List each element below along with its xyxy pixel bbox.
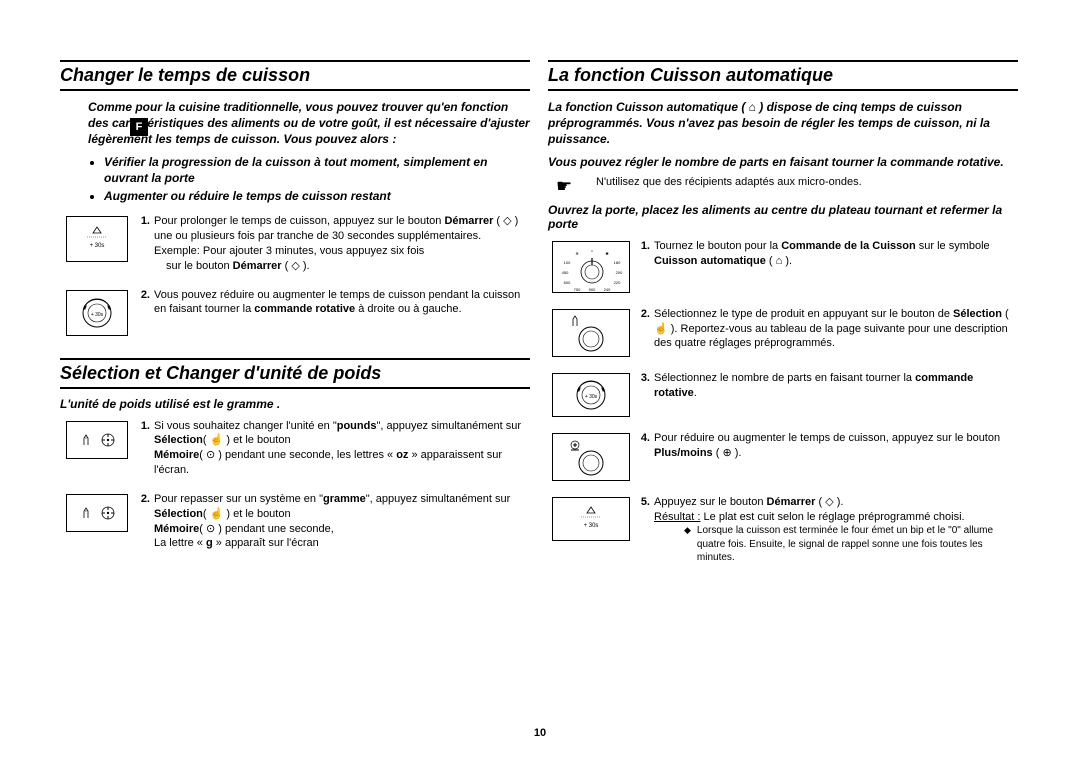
step-row: 2. Sélectionnez le type de produit en ap… [548,307,1018,357]
step-text: Pour prolonger le temps de cuisson, appu… [154,214,530,273]
note-text: N'utilisez que des récipients adaptés au… [596,176,862,188]
step-text: Sélectionnez le type de produit en appuy… [654,307,1018,352]
step-number: 3. [634,371,654,386]
step-icon: + 30s [60,214,134,262]
step-number: 2. [134,492,154,507]
step-number: 4. [634,431,654,446]
page: F Changer le temps de cuisson Comme pour… [0,0,1080,763]
svg-text:❄: ❄ [575,251,578,256]
section-title-auto: La fonction Cuisson automatique [548,60,1018,91]
svg-text:+ 30s: + 30s [91,312,104,318]
step-text: Sélectionnez le nombre de parts en faisa… [654,371,1018,401]
steps-auto: ⌂ ❄ ✱ 100 180 450 200 600 220 750 240 900 [548,239,1018,565]
step-text: Pour repasser sur un système en "gramme"… [154,492,530,551]
step-text: Pour réduire ou augmenter le temps de cu… [654,431,1018,461]
step-row: 2. Pour repasser sur un système en "gram… [60,492,530,551]
diamond-note: Lorsque la cuisson est terminée le four … [654,524,1018,565]
section-title-change-time: Changer le temps de cuisson [60,60,530,91]
step-icon: + 30s [60,288,134,336]
plus-minus-dial-icon [552,433,630,481]
svg-text:⌂: ⌂ [591,248,594,253]
step-row: + 30s 3. Sélectionnez le nombre de parts… [548,371,1018,417]
step-text: Si vous souhaitez changer l'unité en "po… [154,419,530,478]
steps-change-time: + 30s 1. Pour prolonger le temps de cuis… [60,214,530,335]
start-30s-icon: + 30s [66,216,128,262]
start-30s-icon: + 30s [552,497,630,541]
step-icon [60,419,134,459]
bullet-item: Vérifier la progression de la cuisson à … [104,154,530,186]
step-number: 1. [634,239,654,254]
step-number: 2. [134,288,154,303]
svg-text:450: 450 [562,270,569,275]
step-icon: + 30s [548,495,634,541]
svg-text:+ 30s: + 30s [584,523,599,529]
step-row: + 30s 1. Pour prolonger le temps de cuis… [60,214,530,273]
step-number: 1. [134,214,154,229]
svg-text:220: 220 [614,280,621,285]
svg-text:900: 900 [589,287,596,292]
svg-text:240: 240 [604,287,611,292]
step-row: + 30s 5. Appuyez sur le bouton Démarrer … [548,495,1018,565]
svg-text:200: 200 [616,270,623,275]
subhead-auto: Ouvrez la porte, placez les aliments au … [548,203,1018,231]
selection-memory-icon [66,421,128,459]
cook-command-dial-icon: ⌂ ❄ ✱ 100 180 450 200 600 220 750 240 900 [552,241,630,293]
selection-dial-icon [552,309,630,357]
svg-text:100: 100 [564,260,571,265]
step-icon [548,307,634,357]
subhead-weight: L'unité de poids utilisé est le gramme . [60,397,530,411]
right-column: La fonction Cuisson automatique La fonct… [548,60,1018,579]
step-text: Appuyez sur le bouton Démarrer ( ◇ ). Ré… [654,495,1018,565]
svg-text:600: 600 [564,280,571,285]
step-text: Tournez le bouton pour la Commande de la… [654,239,1018,269]
svg-text:+ 30s: + 30s [90,243,105,249]
svg-text:✱: ✱ [605,251,609,256]
selection-memory-icon [66,494,128,532]
bullet-list: Vérifier la progression de la cuisson à … [104,154,530,205]
svg-text:750: 750 [574,287,581,292]
step-icon: ⌂ ❄ ✱ 100 180 450 200 600 220 750 240 900 [548,239,634,293]
step-icon: + 30s [548,371,634,417]
two-column-layout: Changer le temps de cuisson Comme pour l… [60,60,1020,579]
svg-text:180: 180 [614,260,621,265]
rotary-dial-icon: + 30s [552,373,630,417]
step-number: 2. [634,307,654,322]
pointing-hand-icon: ☛ [548,176,596,197]
left-column: Changer le temps de cuisson Comme pour l… [60,60,530,579]
steps-weight: 1. Si vous souhaitez changer l'unité en … [60,419,530,552]
step-row: 4. Pour réduire ou augmenter le temps de… [548,431,1018,481]
intro-change-time: Comme pour la cuisine traditionnelle, vo… [88,99,530,148]
dial-icon: + 30s [66,290,128,336]
step-row: + 30s 2. Vous pouvez réduire ou augmente… [60,288,530,336]
page-number: 10 [0,727,1080,739]
section-title-weight: Sélection et Changer d'unité de poids [60,358,530,389]
step-row: 1. Si vous souhaitez changer l'unité en … [60,419,530,478]
step-row: ⌂ ❄ ✱ 100 180 450 200 600 220 750 240 900 [548,239,1018,293]
step-number: 1. [134,419,154,434]
bullet-item: Augmenter ou réduire le temps de cuisson… [104,188,530,204]
note-row: ☛ N'utilisez que des récipients adaptés … [548,176,1018,197]
intro-auto-1: La fonction Cuisson automatique ( ⌂ ) di… [548,99,1018,148]
language-tab: F [130,118,148,136]
step-text: Vous pouvez réduire ou augmenter le temp… [154,288,530,318]
step-number: 5. [634,495,654,510]
intro-auto-2: Vous pouvez régler le nombre de parts en… [548,154,1018,170]
step-icon [548,431,634,481]
svg-text:+ 30s: + 30s [585,394,598,400]
step-icon [60,492,134,532]
